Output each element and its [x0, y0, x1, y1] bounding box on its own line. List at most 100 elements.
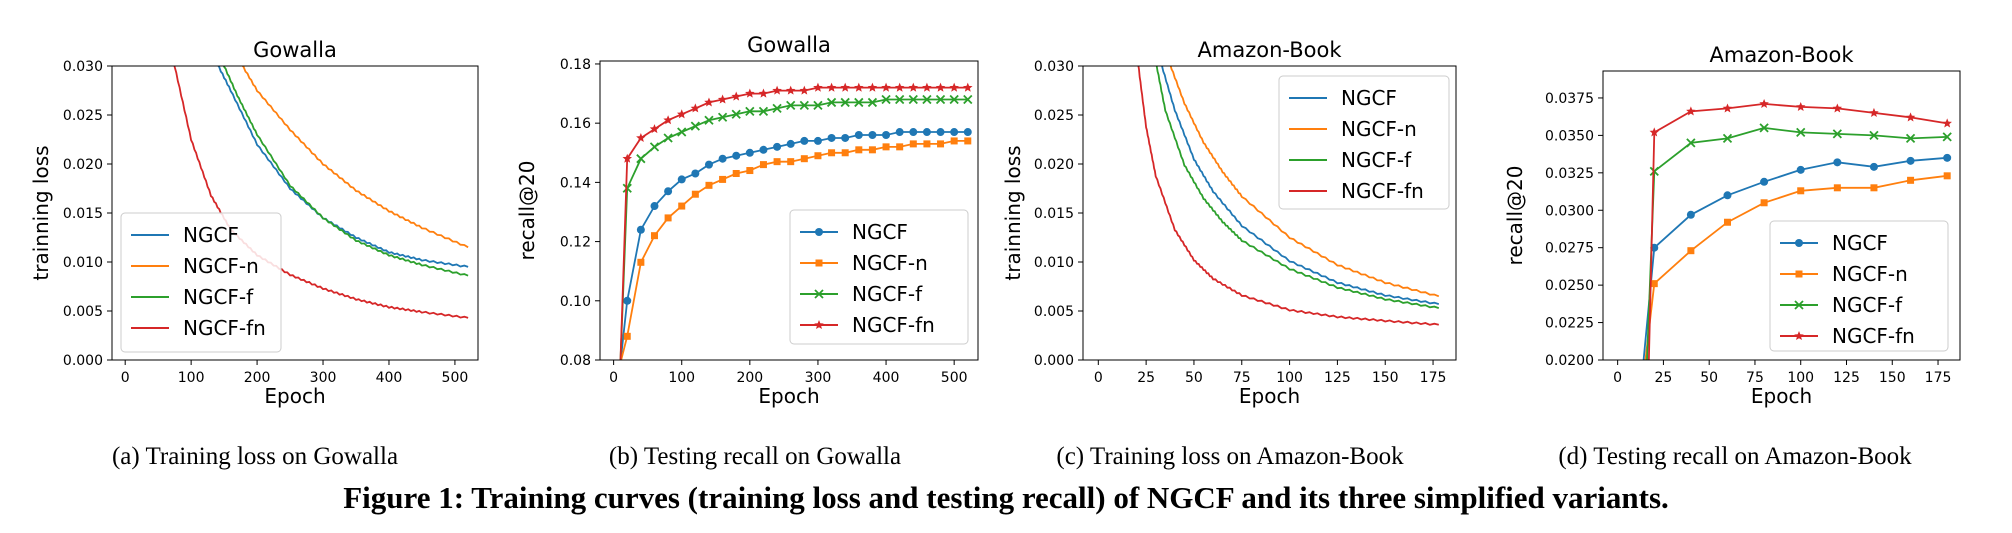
series-ngcf-fn-marker [622, 153, 632, 163]
x-tick-label: 125 [1833, 370, 1860, 386]
y-tick-label: 0.12 [560, 235, 591, 251]
series-ngcf-marker [1796, 165, 1805, 174]
series-ngcf-fn-marker [1722, 103, 1733, 113]
series-ngcf-marker [882, 131, 891, 140]
series-ngcf-fn-line [1137, 66, 1439, 326]
legend-label: NGCF-n [852, 251, 928, 275]
legend-marker [1795, 270, 1803, 278]
series-ngcf-marker [786, 139, 795, 148]
series-ngcf-f-marker [826, 97, 837, 108]
series-ngcf-marker [854, 131, 863, 140]
series-ngcf-fn-marker [704, 97, 714, 107]
x-tick-label: 200 [736, 370, 763, 386]
series-ngcf-fn-marker [785, 85, 796, 95]
series-ngcf-f-marker [731, 109, 741, 119]
series-ngcf-n-marker [1833, 184, 1841, 192]
series-ngcf-marker [827, 133, 836, 142]
legend-label: NGCF-fn [852, 313, 935, 337]
chart-title: Amazon-Book [1198, 38, 1343, 62]
legend-label: NGCF-fn [1341, 179, 1424, 203]
series-ngcf-fn-marker [867, 82, 878, 92]
y-tick-label: 0.0350 [1545, 128, 1594, 144]
chart-b: Gowalla 0 100 200 300 400 500 0.08 0.10 0.12 0.14 0… [515, 33, 979, 408]
series-ngcf-marker [841, 133, 850, 142]
series-ngcf-n-marker [705, 181, 713, 189]
series-ngcf-n-marker [664, 214, 672, 222]
y-tick-label: 0.0225 [1545, 316, 1594, 332]
series-ngcf-fn-marker [826, 82, 837, 92]
series-ngcf-fn-marker [881, 82, 891, 92]
series-ngcf-f-marker [908, 94, 918, 105]
x-tick-label: 75 [1746, 370, 1764, 386]
series-ngcf-fn-marker [908, 82, 919, 92]
series-ngcf-n-marker [937, 140, 945, 148]
y-tick-label: 0.14 [560, 175, 591, 191]
series-ngcf-n-marker [1760, 199, 1768, 207]
legend-label: NGCF-n [183, 254, 259, 278]
series-ngcf-n-marker [1723, 218, 1731, 226]
series-ngcf-f-line [1646, 126, 1948, 360]
legend-marker [814, 289, 824, 299]
subcaption-b: (b) Testing recall on Gowalla [608, 443, 902, 470]
series-ngcf-marker [1723, 191, 1732, 200]
legend-label: NGCF-f [183, 285, 254, 309]
series-ngcf-marker [677, 175, 686, 184]
x-tick-label: 300 [805, 370, 832, 386]
series-ngcf-n-marker [1943, 172, 1951, 180]
series-ngcf-f-marker [813, 100, 823, 111]
series-ngcf-marker [1686, 210, 1695, 219]
subcaption-d: (d) Testing recall on Amazon-Book [1558, 443, 1912, 470]
x-axis-label: Epoch [264, 384, 325, 408]
chart-title: Gowalla [747, 33, 831, 57]
x-tick-label: 100 [178, 370, 205, 386]
legend-label: NGCF-n [1341, 117, 1417, 141]
y-tick-label: 0.16 [560, 116, 591, 132]
y-tick-label: 0.015 [63, 206, 103, 222]
y-tick-label: 0.0325 [1545, 166, 1594, 182]
series-ngcf-line [1161, 66, 1440, 305]
series-ngcf-fn-marker [758, 88, 769, 98]
series-ngcf-fn-marker [745, 88, 755, 98]
x-tick-label: 100 [1276, 370, 1303, 386]
series-ngcf-marker [704, 160, 713, 169]
y-tick-label: 0.015 [1034, 206, 1074, 222]
y-tick-label: 0.030 [63, 59, 103, 75]
y-tick-label: 0.000 [1034, 353, 1074, 369]
legend-box [1769, 220, 1949, 352]
x-tick-label: 200 [244, 370, 271, 386]
y-tick-label: 0.0275 [1545, 241, 1594, 257]
series-ngcf-f-marker [881, 94, 891, 105]
series-ngcf-marker [1943, 153, 1952, 162]
y-tick-label: 0.020 [1034, 157, 1074, 173]
series-ngcf-f-line [222, 66, 469, 277]
series-ngcf-f-marker [799, 100, 809, 111]
chart-a: Gowalla 0 100 200 300 400 500 0.000 0.005 0.010 0.… [29, 38, 479, 408]
legend-marker [1794, 300, 1804, 310]
series-ngcf-n-marker [623, 332, 631, 340]
plot-frame [1082, 65, 1457, 361]
series-ngcf-marker [800, 136, 809, 145]
series-ngcf-f-line [1155, 66, 1440, 309]
series-ngcf-n-line [241, 66, 469, 249]
y-tick-label: 0.08 [560, 353, 591, 369]
y-tick-label: 0.020 [63, 157, 103, 173]
x-tick-label: 400 [873, 370, 900, 386]
x-tick-label: 0 [1613, 370, 1622, 386]
x-axis-label: Epoch [1751, 384, 1812, 408]
series-ngcf-fn-marker [676, 109, 687, 119]
series-ngcf-n-marker [637, 258, 645, 266]
series-ngcf-fn-marker [1649, 127, 1660, 137]
series-ngcf-fn-marker [663, 115, 673, 125]
series-ngcf-f-marker [935, 94, 946, 105]
legend-label: NGCF [1341, 86, 1397, 110]
series-ngcf-fn-marker [854, 82, 864, 92]
legend-box [1278, 75, 1450, 210]
series-ngcf-f-marker [963, 94, 973, 105]
y-axis-label: trainning loss [29, 145, 53, 280]
series-ngcf-f-marker [949, 94, 959, 105]
legend: NGCF NGCF-n NGCF-f NGCF-fn [120, 212, 282, 353]
series-ngcf-marker [1869, 162, 1878, 171]
x-tick-label: 175 [1925, 370, 1952, 386]
series-ngcf-n-marker [650, 232, 658, 240]
series-ngcf-f-marker [622, 183, 632, 193]
